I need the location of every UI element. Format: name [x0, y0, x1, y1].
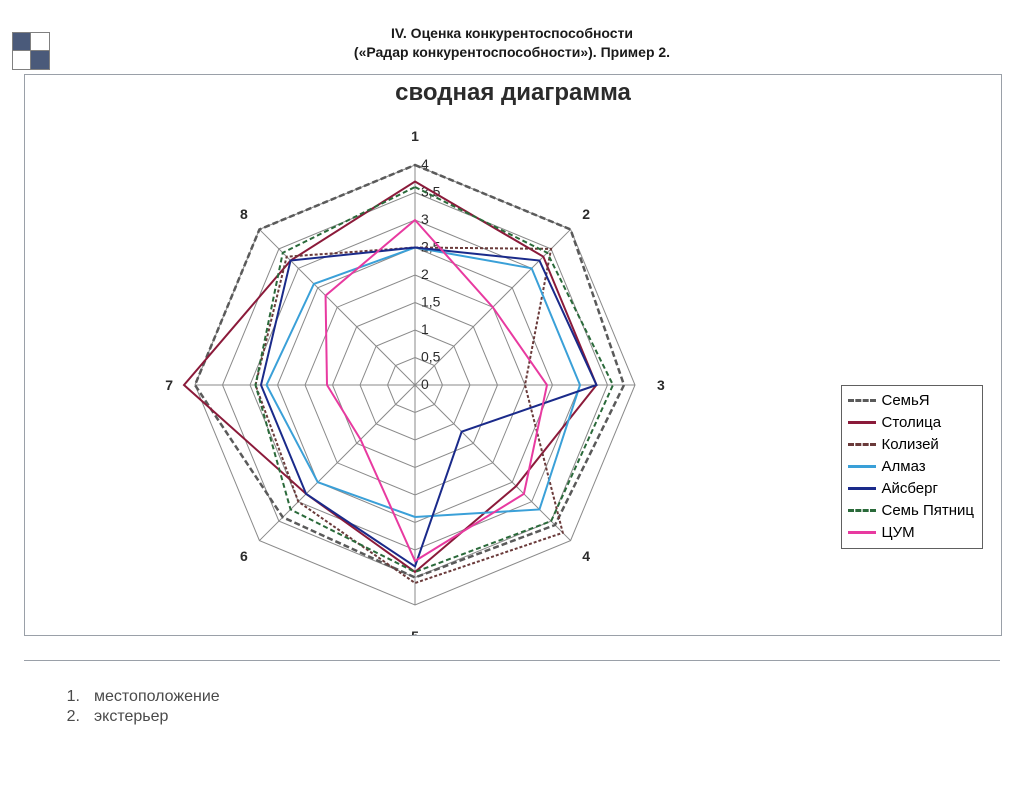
radar-chart: 00,511,522,533,5412345678 [85, 115, 785, 635]
legend-row: СемьЯ [848, 390, 975, 412]
legend-row: Столица [848, 412, 975, 434]
svg-text:0,5: 0,5 [421, 348, 441, 364]
svg-text:5: 5 [411, 628, 419, 635]
legend-swatch [848, 487, 876, 490]
chart-heading: сводная диаграмма [25, 79, 1001, 107]
legend-label: Семь Пятниц [882, 502, 975, 519]
divider [24, 660, 1000, 661]
legend-label: Столица [882, 414, 942, 431]
svg-text:1,5: 1,5 [421, 293, 441, 309]
legend-label: СемьЯ [882, 392, 930, 409]
legend-row: Айсберг [848, 478, 975, 500]
legend-swatch [848, 443, 876, 446]
footnote-text: экстерьер [94, 708, 168, 726]
page-title: IV. Оценка конкурентоспособности («Радар… [0, 24, 1024, 62]
legend-label: Алмаз [882, 458, 926, 475]
legend-label: Айсберг [882, 480, 938, 497]
svg-text:0: 0 [421, 376, 429, 392]
legend-label: ЦУМ [882, 524, 915, 541]
footnote-num: 1. [62, 688, 80, 706]
svg-text:3: 3 [421, 211, 429, 227]
legend-row: Алмаз [848, 456, 975, 478]
legend-swatch [848, 465, 876, 468]
svg-text:3: 3 [657, 377, 665, 393]
svg-text:1: 1 [421, 321, 429, 337]
corner-decoration [12, 32, 52, 72]
svg-text:8: 8 [240, 206, 248, 222]
svg-text:1: 1 [411, 128, 419, 144]
svg-text:6: 6 [240, 548, 248, 564]
svg-text:2: 2 [421, 266, 429, 282]
chart-container: сводная диаграмма 00,511,522,533,5412345… [24, 74, 1002, 636]
legend-swatch [848, 399, 876, 402]
footnote-row: 1. местоположение [62, 688, 1024, 706]
title-line2: («Радар конкурентоспособности»). Пример … [0, 43, 1024, 62]
legend-swatch [848, 509, 876, 512]
legend-row: Семь Пятниц [848, 500, 975, 522]
legend-swatch [848, 421, 876, 424]
svg-text:4: 4 [582, 548, 590, 564]
footnote-num: 2. [62, 708, 80, 726]
legend-row: Колизей [848, 434, 975, 456]
footnotes: 1. местоположение 2. экстерьер [62, 688, 1024, 726]
title-line1: IV. Оценка конкурентоспособности [0, 24, 1024, 43]
footnote-text: местоположение [94, 688, 220, 706]
footnote-row: 2. экстерьер [62, 708, 1024, 726]
svg-text:2: 2 [582, 206, 590, 222]
svg-text:7: 7 [165, 377, 173, 393]
legend-row: ЦУМ [848, 522, 975, 544]
legend: СемьЯ Столица Колизей Алмаз Айсберг Семь Пятн… [841, 385, 984, 549]
legend-label: Колизей [882, 436, 939, 453]
legend-swatch [848, 531, 876, 534]
